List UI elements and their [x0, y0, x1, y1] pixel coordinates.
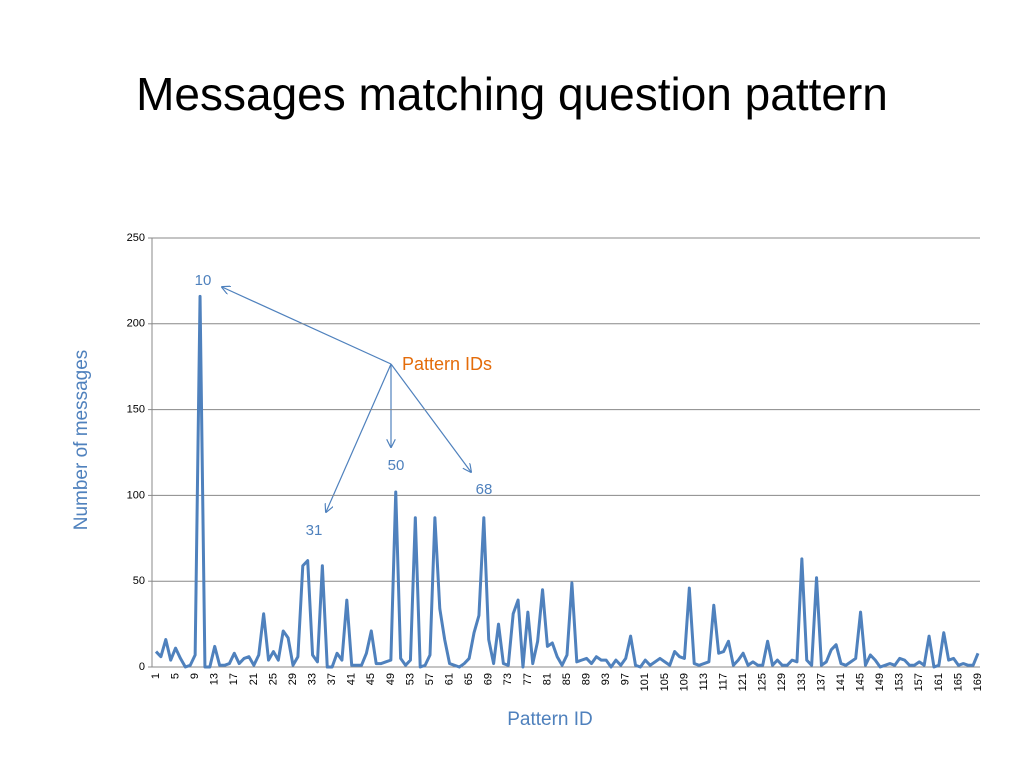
arrow: [326, 363, 392, 512]
x-tick-label: 149: [874, 673, 886, 691]
x-tick-label: 97: [620, 673, 632, 685]
x-tick-label: 133: [796, 673, 808, 691]
arrow: [222, 287, 392, 365]
arrow: [390, 363, 471, 472]
x-tick-label: 53: [404, 673, 416, 685]
x-tick-label: 121: [737, 673, 749, 691]
y-axis-label: Number of messages: [71, 350, 92, 531]
y-tick-label: 200: [127, 318, 145, 330]
annotation: 68: [476, 481, 493, 498]
x-tick-label: 145: [854, 673, 866, 691]
x-tick-label: 101: [639, 673, 651, 691]
x-tick-label: 69: [483, 673, 495, 685]
y-tick-label: 0: [139, 661, 145, 673]
x-tick-label: 161: [933, 673, 945, 691]
x-tick-label: 41: [346, 673, 358, 685]
x-axis-label: Pattern ID: [507, 709, 593, 730]
x-tick-label: 49: [385, 673, 397, 685]
x-tick-label: 13: [209, 673, 221, 685]
x-tick-label: 29: [287, 673, 299, 685]
x-tick-label: 21: [248, 673, 260, 685]
x-tick-label: 1: [150, 673, 162, 679]
x-tick-label: 61: [443, 673, 455, 685]
y-tick-label: 50: [133, 575, 145, 587]
x-tick-label: 125: [757, 673, 769, 691]
annotation: Pattern IDs: [402, 354, 492, 374]
x-tick-label: 89: [580, 673, 592, 685]
x-tick-label: 85: [561, 673, 573, 685]
annotation: 50: [388, 457, 405, 474]
x-tick-label: 93: [600, 673, 612, 685]
x-tick-label: 165: [952, 673, 964, 691]
y-tick-label: 250: [127, 232, 145, 244]
x-tick-label: 65: [463, 673, 475, 685]
x-tick-label: 169: [972, 673, 984, 691]
x-tick-label: 33: [306, 673, 318, 685]
annotation: 10: [195, 272, 212, 289]
x-tick-label: 141: [835, 673, 847, 691]
x-tick-label: 113: [698, 673, 710, 691]
x-tick-label: 57: [424, 673, 436, 685]
x-tick-label: 137: [815, 673, 827, 691]
chart-title: Messages matching question pattern: [136, 68, 888, 120]
x-tick-label: 77: [522, 673, 534, 685]
y-tick-label: 150: [127, 404, 145, 416]
x-tick-label: 17: [228, 673, 240, 685]
annotation-arrows: [222, 287, 471, 512]
x-tick-label: 9: [189, 673, 201, 679]
x-tick-label: 25: [267, 673, 279, 685]
x-tick-label: 37: [326, 673, 338, 685]
x-tick-label: 129: [776, 673, 788, 691]
x-tick-label: 73: [502, 673, 514, 685]
x-tick-label: 157: [913, 673, 925, 691]
x-tick-label: 117: [717, 673, 729, 691]
annotation: 31: [306, 522, 323, 539]
x-tick-label: 153: [894, 673, 906, 691]
data-line: [154, 294, 980, 669]
x-tick-label: 45: [365, 673, 377, 685]
x-tick-label: 5: [169, 673, 181, 679]
x-tick-label: 105: [659, 673, 671, 691]
x-tick-label: 81: [541, 673, 553, 685]
y-tick-label: 100: [127, 489, 145, 501]
x-tick-label: 109: [678, 673, 690, 691]
